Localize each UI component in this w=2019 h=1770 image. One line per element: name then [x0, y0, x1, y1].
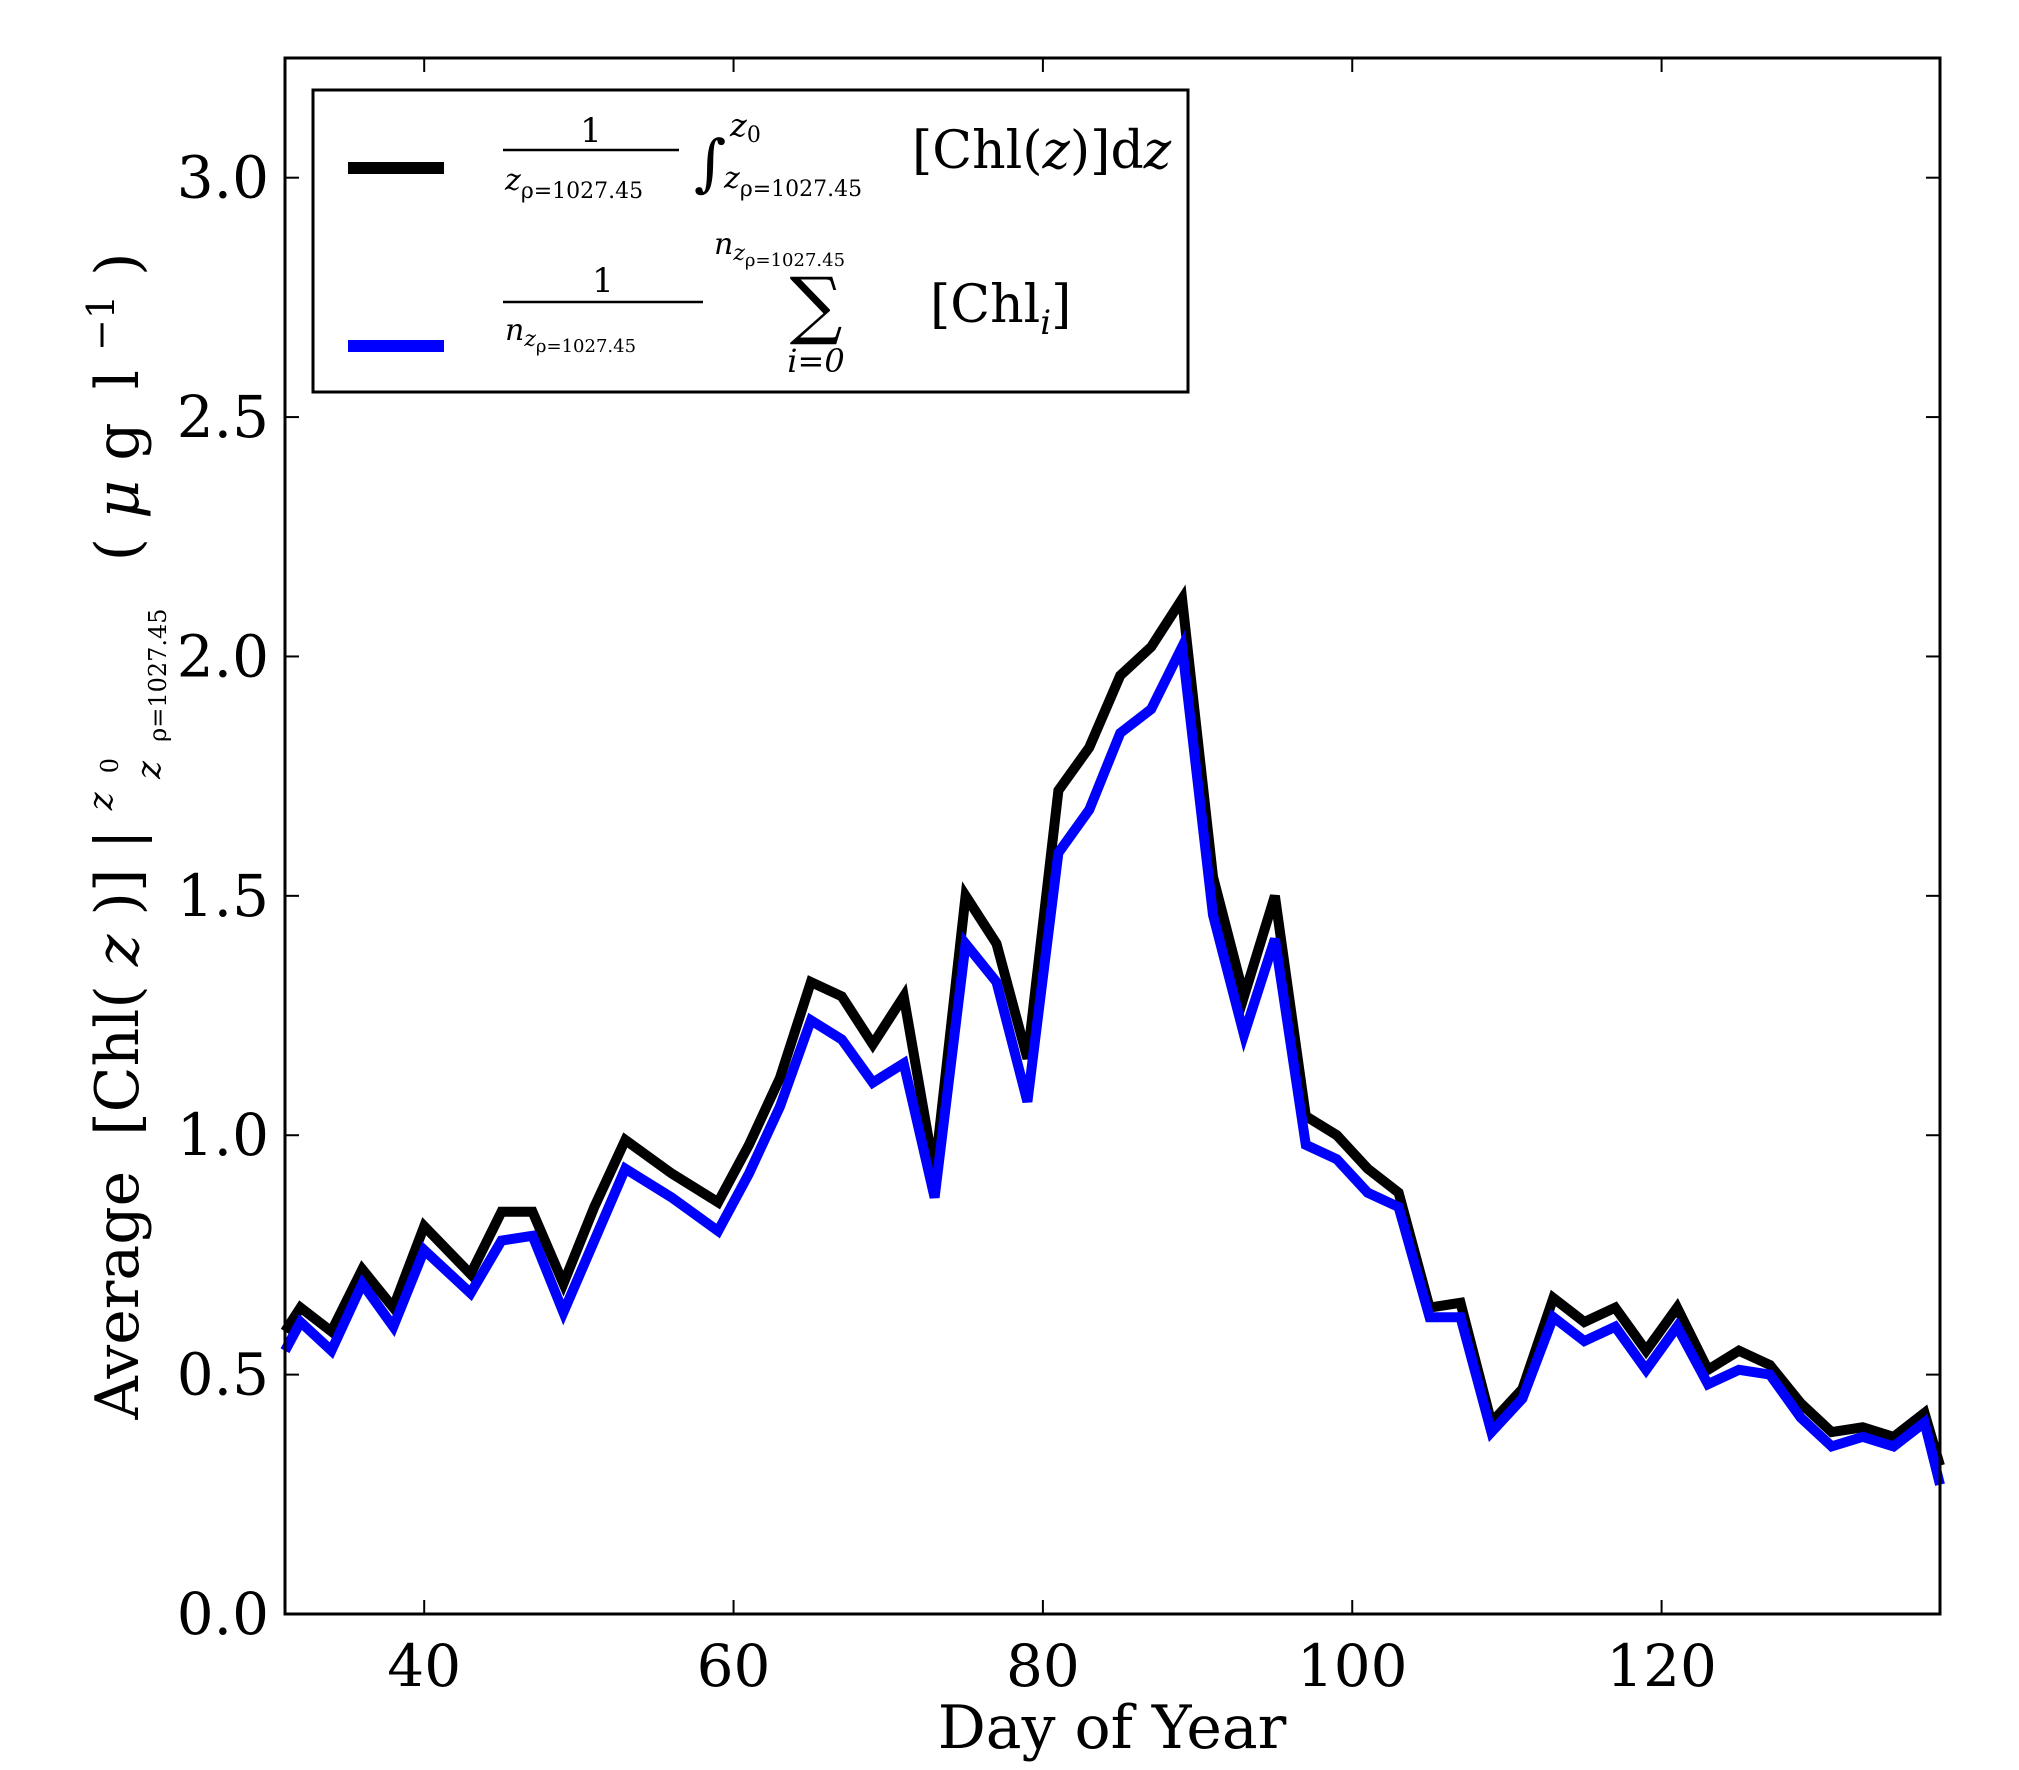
plot-frame [283, 56, 1942, 1616]
legend-frac-den: zρ=1027.45 [504, 163, 643, 204]
y-axis-title-upper-sub: 0 [96, 758, 124, 773]
legend-sum-sign: ∑ [790, 262, 843, 348]
y-axis-title-var: z [83, 934, 153, 967]
legend-integral-body: [Chl(z)]dz [912, 121, 1172, 181]
y-tick-label: 2.0 [177, 622, 269, 690]
svg-text:Average [Chl(: Average [Chl( z )] | z 0 z ρ=1027.45 ( μ… [57, 252, 181, 1420]
y-axis-title-units-close: ) [83, 252, 153, 275]
legend-frac-num-2: 1 [592, 261, 614, 301]
x-tick-label: 120 [1606, 1632, 1717, 1700]
y-axis-title-units-g: g [83, 422, 153, 460]
x-tick-label: 80 [1006, 1632, 1080, 1700]
legend-frac-den-2: nzρ=1027.45 [505, 313, 636, 357]
y-axis-title-units-exp: −1 [79, 295, 123, 351]
x-tick-label: 60 [697, 1632, 771, 1700]
y-tick-label: 0.5 [177, 1341, 269, 1409]
plot-layer [280, 584, 1945, 1486]
legend-integral-sign: ∫ [694, 126, 726, 199]
y-tick-label: 1.5 [177, 862, 269, 930]
y-tick-label: 0.0 [177, 1580, 269, 1648]
legend-label-integral: 1 zρ=1027.45 ∫ z0 zρ=1027.45 [Chl(z)]dz [503, 106, 1172, 204]
y-axis-title-bracket-close: )] [83, 869, 153, 916]
y-axis-title-upper: z [81, 791, 121, 811]
y-axis-title-units-open: ( [83, 538, 153, 561]
series-line-integral [280, 584, 1945, 1468]
y-tick-label: 1.0 [177, 1101, 269, 1169]
y-axis-title-bracket: [Chl( [83, 985, 153, 1136]
y-axis-title-prefix: Average [83, 1171, 153, 1421]
legend-discrete-body: [Chli] [930, 275, 1071, 343]
y-tick-label: 3.0 [177, 144, 269, 212]
x-axis-title: Day of Year [938, 1693, 1287, 1763]
legend: 1 zρ=1027.45 ∫ z0 zρ=1027.45 [Chl(z)]dz … [311, 88, 1190, 394]
legend-frac-num: 1 [580, 111, 602, 151]
y-axis-title-lower: z [129, 760, 169, 780]
series-line-discrete [280, 629, 1945, 1486]
y-axis-title-units-mu: μ [83, 480, 153, 519]
legend-int-upper: z0 [729, 106, 761, 148]
legend-sum-upper: nzρ=1027.45 [714, 227, 845, 271]
legend-int-lower: zρ=1027.45 [723, 161, 862, 202]
legend-sum-lower: i=0 [787, 342, 844, 380]
x-tick-label: 40 [387, 1632, 461, 1700]
y-axis-title-units-l: l [83, 370, 153, 389]
legend-label-discrete: 1 nzρ=1027.45 nzρ=1027.45 ∑ i=0 [Chli] [503, 227, 1071, 380]
legend-box [311, 88, 1190, 394]
tick-layer: 40 60 80 100 120 0.0 0.5 1.0 1.5 2.0 2.5 3.0 [177, 58, 1940, 1700]
y-tick-label: 2.5 [177, 383, 269, 451]
y-axis-title-lower-sub: ρ=1027.45 [144, 608, 172, 741]
x-tick-label: 100 [1297, 1632, 1408, 1700]
y-axis-title-bar: | [83, 829, 153, 849]
y-axis-title: Average [Chl( z )] | z 0 z ρ=1027.45 ( μ… [57, 252, 181, 1420]
